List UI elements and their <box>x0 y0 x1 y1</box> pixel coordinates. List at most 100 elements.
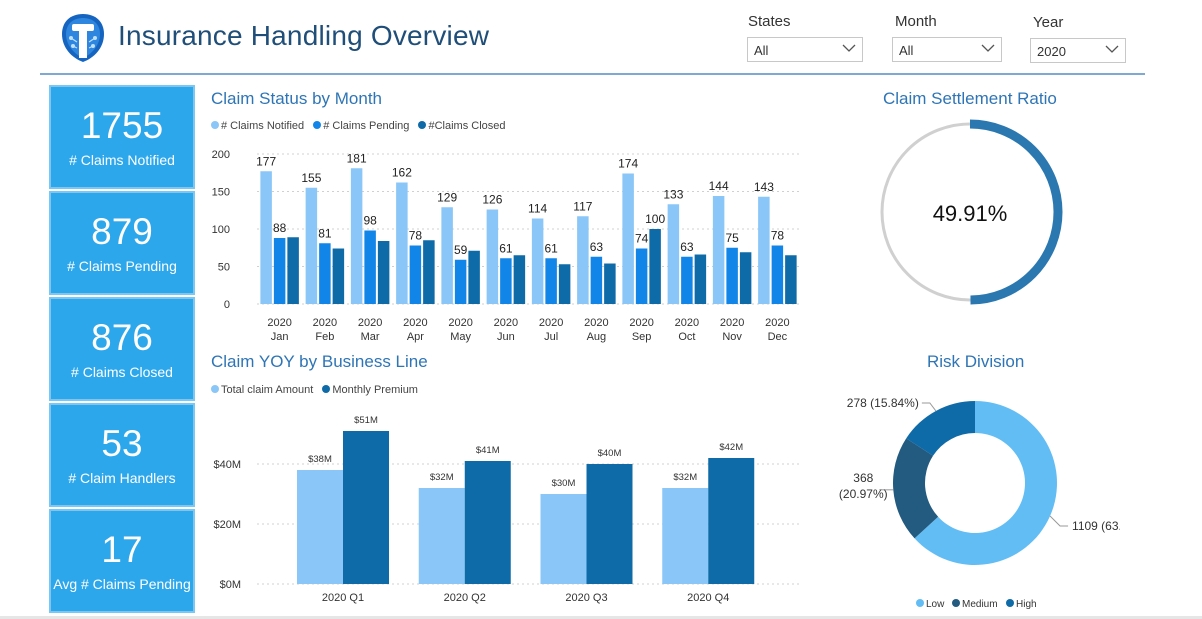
bar-claimsclosed <box>785 255 797 304</box>
data-label: 88 <box>273 221 287 235</box>
legend-item-closed[interactable]: #Claims Closed <box>418 120 506 132</box>
data-label: 174 <box>618 157 638 171</box>
data-label: 59 <box>454 243 468 257</box>
kpi-label: # Claims Closed <box>71 364 173 380</box>
legend-item-pending[interactable]: # Claims Pending <box>313 120 409 132</box>
kpi-label: Avg # Claims Pending <box>53 576 191 592</box>
x-tick-label: Jan <box>271 331 289 343</box>
legend-dot <box>322 385 331 393</box>
data-label: 98 <box>363 214 377 228</box>
bar-totalclaimamount <box>540 494 587 584</box>
legend-label: High <box>1016 599 1037 610</box>
month-filter-label: Month <box>895 13 937 30</box>
x-tick-label: Jul <box>544 331 558 343</box>
bar-claimsclosed <box>468 250 480 304</box>
claim-status-bar-chart: 0 50 100 150 200 177 88 2020 Jan 155 81 2020 Feb 181 9… <box>212 149 800 343</box>
year-dropdown[interactable]: 2020 <box>1030 38 1126 63</box>
claim-status-chart-title: Claim Status by Month <box>211 89 383 108</box>
legend-item-notified[interactable]: # Claims Notified <box>211 120 304 132</box>
x-tick-label: Aug <box>587 331 607 343</box>
legend-label: Medium <box>962 599 998 610</box>
bar-claimspending <box>681 256 693 304</box>
header-divider <box>40 73 1145 75</box>
x-tick-label: 2020 <box>584 317 608 329</box>
bar-claimspending <box>726 247 738 304</box>
x-tick-label: 2020 Q3 <box>565 592 607 604</box>
x-tick-label: 2020 <box>720 317 744 329</box>
legend-item-monthly-premium[interactable]: Monthly Premium <box>322 384 418 396</box>
legend-label: # Claims Pending <box>323 120 410 132</box>
x-tick-label: 2020 Q1 <box>322 592 364 604</box>
bar-claimsclosed <box>377 241 390 304</box>
bar-claimsclosed <box>739 252 752 304</box>
x-tick-label: May <box>450 331 471 343</box>
data-label: 129 <box>437 190 457 204</box>
bar-claimspending <box>454 259 467 304</box>
bar-claimsnotified <box>441 207 453 304</box>
x-tick-label: Mar <box>361 331 380 343</box>
year-filter-label: Year <box>1033 14 1064 31</box>
donut-slice-medium <box>893 438 939 539</box>
bar-claimsnotified <box>758 196 770 304</box>
x-tick-label: Dec <box>768 331 788 343</box>
x-tick-label: Feb <box>315 331 334 343</box>
settlement-ratio-gauge: 49.91% <box>880 119 1063 305</box>
legend-dot <box>211 121 219 129</box>
risk-division-title: Risk Division <box>927 352 1025 371</box>
bar-claimspending <box>364 230 376 304</box>
kpi-value: 17 <box>101 529 143 570</box>
data-label: 368 <box>853 471 873 485</box>
legend-label: Total claim Amount <box>221 384 314 396</box>
data-label: 114 <box>528 202 547 216</box>
bar-monthlypremium <box>464 461 511 584</box>
month-dropdown-value: All <box>899 43 914 58</box>
x-tick-label: 2020 <box>539 317 563 329</box>
x-tick-label: Nov <box>722 331 742 343</box>
data-label: 117 <box>573 199 592 213</box>
bar-claimsclosed <box>558 264 571 304</box>
month-dropdown[interactable]: All <box>892 37 1002 62</box>
bar-claimsnotified <box>350 168 363 304</box>
claim-status-legend: # Claims Notified # Claims Pending #Clai… <box>211 120 512 132</box>
kpi-value: 879 <box>91 211 153 252</box>
gauge-fill <box>969 119 1063 305</box>
data-label: 126 <box>482 193 502 207</box>
bar-claimsclosed <box>423 240 435 304</box>
legend-dot <box>211 385 219 393</box>
data-label: 75 <box>725 231 739 245</box>
bar-totalclaimamount <box>297 470 343 584</box>
legend-label: # Claims Notified <box>221 120 305 132</box>
data-label: (20.97%) <box>839 487 888 501</box>
y-tick-label: $20M <box>213 519 241 531</box>
legend-label: Low <box>926 599 945 610</box>
states-dropdown[interactable]: All <box>747 37 863 62</box>
x-tick-label: 2020 <box>675 317 699 329</box>
bar-claimspending <box>771 245 784 304</box>
bar-monthlypremium <box>586 464 633 584</box>
legend-dot <box>916 599 924 607</box>
legend-item-total-claim[interactable]: Total claim Amount <box>211 384 313 396</box>
kpi-label: # Claim Handlers <box>68 470 176 486</box>
data-label: 144 <box>709 179 729 193</box>
y-tick-label: 50 <box>218 262 230 274</box>
bar-claimsclosed <box>332 248 345 304</box>
legend-dot <box>313 121 322 129</box>
legend-dot <box>1006 599 1014 607</box>
kpi-card-claims-notified: 1755 # Claims Notified <box>49 85 195 189</box>
data-label: $41M <box>476 445 500 456</box>
kpi-card-avg-claims-pending: 17 Avg # Claims Pending <box>49 509 195 613</box>
donut-slice-high <box>906 401 975 456</box>
bar-claimsclosed <box>604 263 616 304</box>
x-tick-label: 2020 <box>629 317 653 329</box>
bar-claimsnotified <box>577 216 589 304</box>
data-label: 181 <box>347 151 367 165</box>
y-tick-label: 200 <box>212 149 230 161</box>
bar-monthlypremium <box>708 458 755 584</box>
chevron-down-icon <box>981 44 995 52</box>
bar-claimsnotified <box>531 218 544 304</box>
kpi-label: # Claims Notified <box>69 152 175 168</box>
data-label: 81 <box>318 226 332 240</box>
leader-line <box>921 402 937 412</box>
risk-division-donut: 1109 (63.19%) 368 (20.97%) 278 (15.84%) Low M… <box>839 396 1120 610</box>
x-tick-label: 2020 <box>494 317 518 329</box>
